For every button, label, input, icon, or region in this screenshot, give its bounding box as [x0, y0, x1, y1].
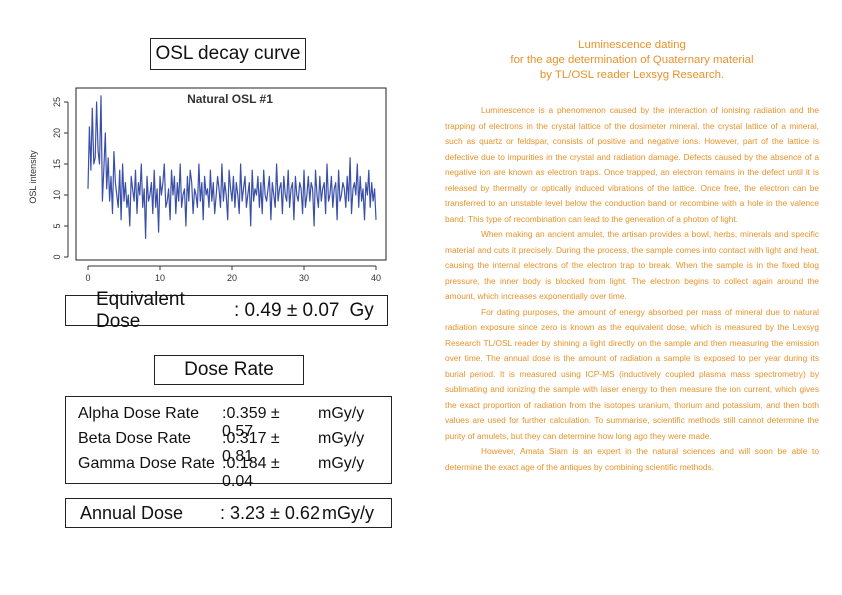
article-paragraph: However, Amata Siam is an expert in the … [445, 446, 819, 472]
annual-dose-value: : 3.23 ± 0.62 [220, 502, 320, 523]
alpha-dose-rate-row: Alpha Dose Rate :0.359 ± 0.57 mGy/y [78, 405, 364, 441]
gamma-dose-rate-unit: mGy/y [318, 455, 365, 472]
x-tick-label: 40 [371, 273, 381, 283]
y-tick-label: 5 [52, 223, 62, 228]
equivalent-dose-unit: Gy [349, 299, 374, 321]
article-paragraph: For dating purposes, the amount of energ… [445, 306, 819, 441]
y-axis: 0 5 10 15 20 25 [52, 97, 69, 260]
chart-title: Natural OSL #1 [187, 92, 273, 106]
gamma-dose-rate-label: Gamma Dose Rate [78, 455, 215, 472]
beta-dose-rate-label: Beta Dose Rate [78, 430, 191, 447]
equivalent-dose-box: Equivalent Dose : 0.49 ± 0.07 Gy [65, 289, 388, 332]
y-tick-label: 0 [52, 254, 62, 259]
article-paragraph: When making an ancient amulet, the artis… [445, 229, 819, 301]
annual-dose-box: Annual Dose : 3.23 ± 0.62 mGy/y [65, 498, 392, 528]
article: Luminescence dating for the age determin… [445, 38, 819, 475]
y-tick-label: 25 [52, 97, 62, 107]
alpha-dose-rate-unit: mGy/y [318, 405, 365, 422]
article-title-line: for the age determination of Quaternary … [510, 54, 754, 66]
osl-title-text: OSL decay curve [155, 43, 301, 64]
x-tick-label: 10 [155, 273, 165, 283]
dose-rate-title-text: Dose Rate [184, 359, 274, 380]
beta-dose-rate-value: :0.317 ± 0.81 [222, 430, 280, 465]
article-title: Luminescence dating for the age determin… [445, 38, 819, 83]
alpha-dose-rate-value: :0.359 ± 0.57 [222, 405, 280, 440]
plot-area [87, 95, 377, 239]
x-axis: 0 10 20 30 40 [85, 265, 381, 283]
annual-dose-label: Annual Dose [80, 502, 184, 523]
article-title-line: Luminescence dating [578, 39, 686, 51]
dose-rates-box: Alpha Dose Rate :0.359 ± 0.57 mGy/y Beta… [65, 396, 392, 490]
equivalent-dose-value: : 0.49 ± 0.07 [234, 299, 340, 321]
y-tick-label: 15 [52, 159, 62, 169]
series-line [87, 95, 377, 239]
alpha-dose-rate-label: Alpha Dose Rate [78, 405, 199, 422]
gamma-dose-rate-row: Gamma Dose Rate :0.184 ± 0.04 mGy/y [78, 455, 364, 491]
annual-dose-unit: mGy/y [321, 502, 374, 523]
gamma-dose-rate-value: :0.184 ± 0.04 [222, 455, 280, 490]
y-axis-label: OSL intensity [28, 150, 38, 204]
x-tick-label: 0 [85, 273, 90, 283]
osl-decay-curve-title: OSL decay curve [150, 38, 306, 70]
osl-decay-chart: OSL intensity 0 5 10 15 20 25 0 10 20 30 40 Natur… [28, 87, 387, 283]
equivalent-dose-label: Equivalent Dose [96, 288, 185, 332]
beta-dose-rate-row: Beta Dose Rate :0.317 ± 0.81 mGy/y [78, 430, 364, 466]
article-title-line: by TL/OSL reader Lexsyg Research. [539, 69, 725, 81]
y-tick-label: 20 [52, 128, 62, 138]
plot-frame [75, 87, 387, 261]
beta-dose-rate-unit: mGy/y [318, 430, 365, 447]
article-paragraph: Luminescence is a phenomenon caused by t… [445, 105, 819, 224]
x-tick-label: 20 [227, 273, 237, 283]
y-tick-label: 10 [52, 190, 62, 200]
dose-rate-title: Dose Rate [154, 355, 304, 385]
x-tick-label: 30 [299, 273, 309, 283]
